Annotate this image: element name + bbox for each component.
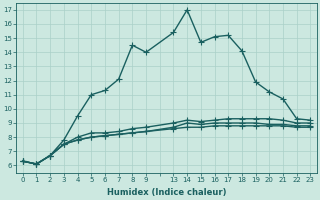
X-axis label: Humidex (Indice chaleur): Humidex (Indice chaleur)	[107, 188, 226, 197]
